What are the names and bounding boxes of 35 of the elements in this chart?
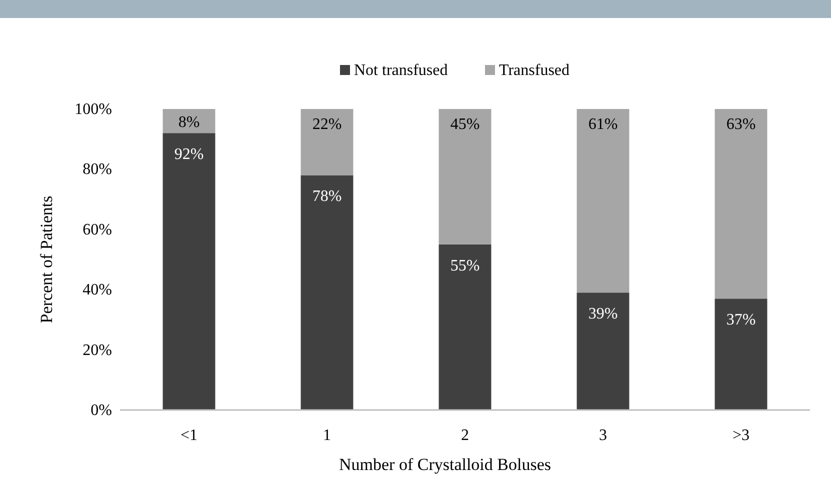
data-label: 22% [312,116,342,133]
x-tick-label: 1 [323,427,331,444]
y-tick-label: 80% [82,161,112,178]
bar [300,175,354,410]
data-label: 45% [450,116,480,133]
bar [438,109,492,244]
bar [714,109,768,299]
data-label: 37% [726,312,756,329]
x-axis-title: Number of Crystalloid Boluses [338,455,552,474]
bar [300,109,354,176]
y-tick-label: 0% [90,402,112,419]
bar [714,298,768,410]
y-tick-label: 20% [82,342,112,359]
bar [162,109,216,134]
x-tick-label: 3 [599,427,607,444]
data-label: 63% [726,116,756,133]
bar [576,109,630,293]
data-label: 92% [174,146,204,164]
x-tick-label: >3 [732,427,750,444]
data-label: 39% [588,306,618,323]
data-label: 61% [588,116,618,133]
bar [438,244,492,410]
legend-label: Not transfused [354,62,448,79]
data-label: 55% [450,257,480,274]
x-tick-label: <1 [180,427,198,444]
y-axis-title: Percent of Patients [37,196,56,324]
data-label: 78% [312,188,342,206]
data-label: 8% [178,114,200,132]
y-tick-label: 100% [74,101,112,118]
legend-label: Transfused [499,62,570,79]
y-tick-label: 60% [82,221,112,238]
bar [162,133,216,410]
x-tick-label: 2 [461,427,469,444]
y-tick-label: 40% [82,282,112,299]
bar [576,292,630,410]
